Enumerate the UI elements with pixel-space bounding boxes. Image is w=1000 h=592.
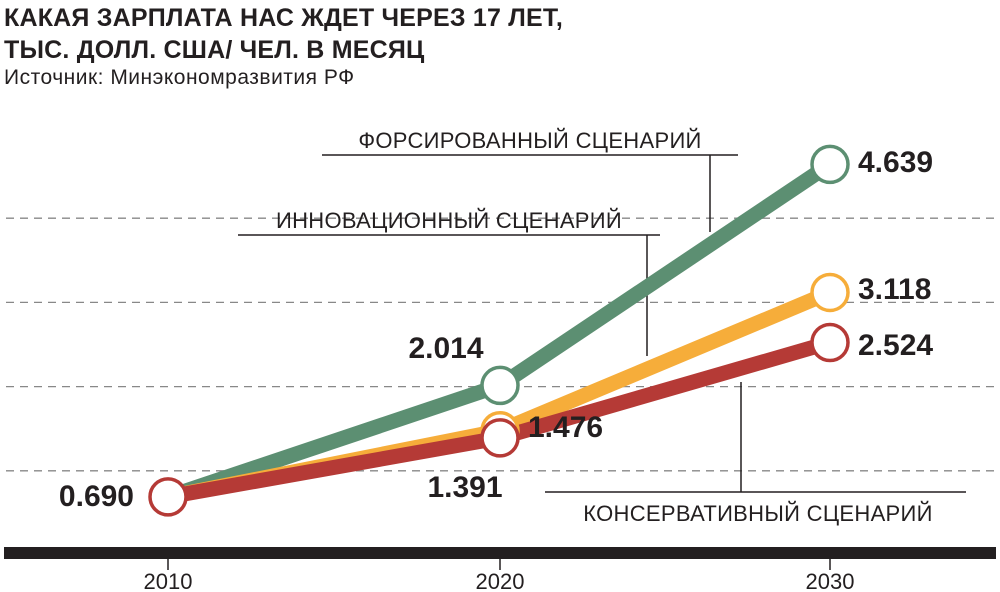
data-label: 1.391: [427, 471, 502, 504]
data-label: 4.639: [858, 146, 933, 179]
data-label: 2.524: [858, 329, 933, 362]
data-point-forced: [480, 365, 520, 406]
data-label: 1.476: [528, 411, 603, 444]
chart-source: Источник: Минэкономразвития РФ: [4, 66, 355, 89]
data-label: 3.118: [858, 273, 931, 306]
chart-title-line-1: КАКАЯ ЗАРПЛАТА НАС ЖДЕТ ЧЕРЕЗ 17 ЛЕТ,: [4, 4, 564, 32]
chart-title: КАКАЯ ЗАРПЛАТА НАС ЖДЕТ ЧЕРЕЗ 17 ЛЕТ, ТЫ…: [4, 2, 563, 66]
data-label: 0.690: [59, 480, 134, 513]
x-tick-label: 2010: [144, 569, 193, 592]
legend-label: КОНСЕРВАТИВНЫЙ СЦЕНАРИЙ: [583, 501, 933, 526]
legend-label: ИННОВАЦИОННЫЙ СЦЕНАРИЙ: [276, 208, 622, 233]
data-point-start: [148, 477, 188, 517]
chart-title-line-2: ТЫС. ДОЛЛ. США/ ЧЕЛ. В МЕСЯЦ: [4, 36, 425, 64]
x-tick-label: 2030: [806, 569, 855, 592]
data-point-conservative: [480, 418, 520, 458]
data-point-forced: [810, 144, 850, 185]
legend-label: ФОРСИРОВАННЫЙ СЦЕНАРИЙ: [358, 128, 701, 153]
x-axis-bar: [4, 547, 996, 559]
data-point-innovative: [810, 272, 850, 313]
data-label: 2.014: [408, 332, 483, 365]
data-point-conservative: [810, 322, 850, 363]
x-tick-label: 2020: [476, 569, 525, 592]
